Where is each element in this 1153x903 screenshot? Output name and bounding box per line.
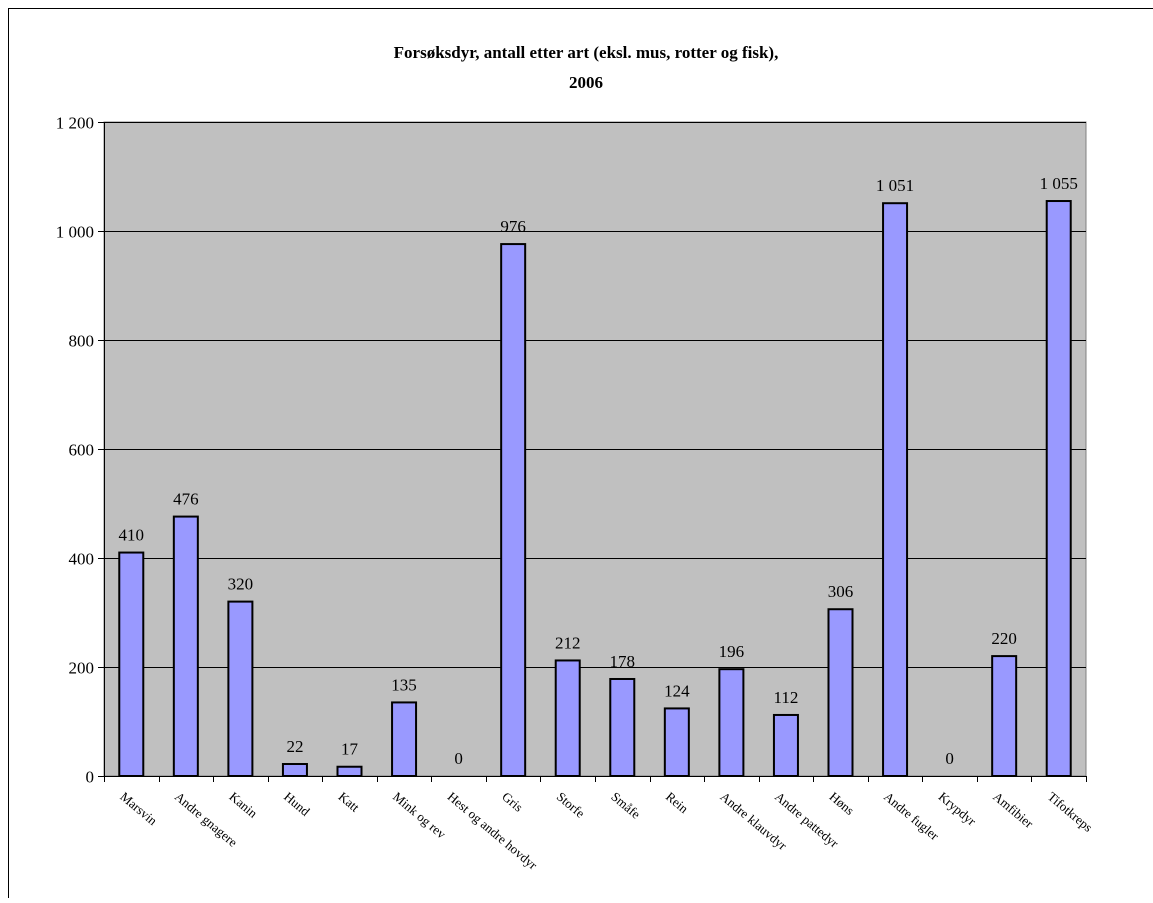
- bar-7: [501, 244, 525, 776]
- chart-title-line-1: Forsøksdyr, antall etter art (eksl. mus,…: [394, 43, 779, 62]
- y-tick-label: 600: [69, 441, 95, 460]
- y-tick-label: 400: [69, 550, 95, 569]
- y-tick-label: 200: [69, 659, 95, 678]
- data-label-10: 124: [664, 681, 690, 700]
- bar-14: [883, 203, 907, 776]
- data-label-15: 0: [945, 749, 954, 768]
- bar-10: [665, 708, 689, 776]
- bar-0: [119, 553, 143, 776]
- bar-5: [392, 702, 416, 776]
- data-label-12: 112: [774, 688, 799, 707]
- data-label-17: 1 055: [1040, 174, 1078, 193]
- bar-3: [283, 764, 307, 776]
- data-label-16: 220: [991, 629, 1017, 648]
- data-label-14: 1 051: [876, 176, 914, 195]
- bar-8: [556, 660, 580, 776]
- data-label-11: 196: [719, 642, 745, 661]
- bar-9: [610, 679, 634, 776]
- bar-1: [174, 517, 198, 776]
- bar-16: [992, 656, 1016, 776]
- bar-2: [228, 602, 252, 776]
- bar-11: [719, 669, 743, 776]
- data-label-0: 410: [119, 526, 145, 545]
- data-label-1: 476: [173, 490, 199, 509]
- data-label-13: 306: [828, 582, 854, 601]
- data-label-7: 976: [500, 217, 526, 236]
- data-label-6: 0: [454, 749, 463, 768]
- y-tick-label: 800: [69, 332, 95, 351]
- data-label-2: 320: [228, 575, 254, 594]
- chart-title-line-2: 2006: [569, 73, 603, 92]
- y-tick-label: 1 000: [56, 223, 94, 242]
- y-tick-label: 0: [86, 768, 95, 787]
- data-label-9: 178: [610, 652, 636, 671]
- data-label-5: 135: [391, 675, 417, 694]
- data-label-8: 212: [555, 633, 581, 652]
- data-label-3: 22: [286, 737, 303, 756]
- data-label-4: 17: [341, 740, 359, 759]
- bar-17: [1047, 201, 1071, 776]
- bar-12: [774, 715, 798, 776]
- bar-13: [828, 609, 852, 776]
- y-tick-label: 1 200: [56, 114, 94, 133]
- bar-4: [337, 767, 361, 776]
